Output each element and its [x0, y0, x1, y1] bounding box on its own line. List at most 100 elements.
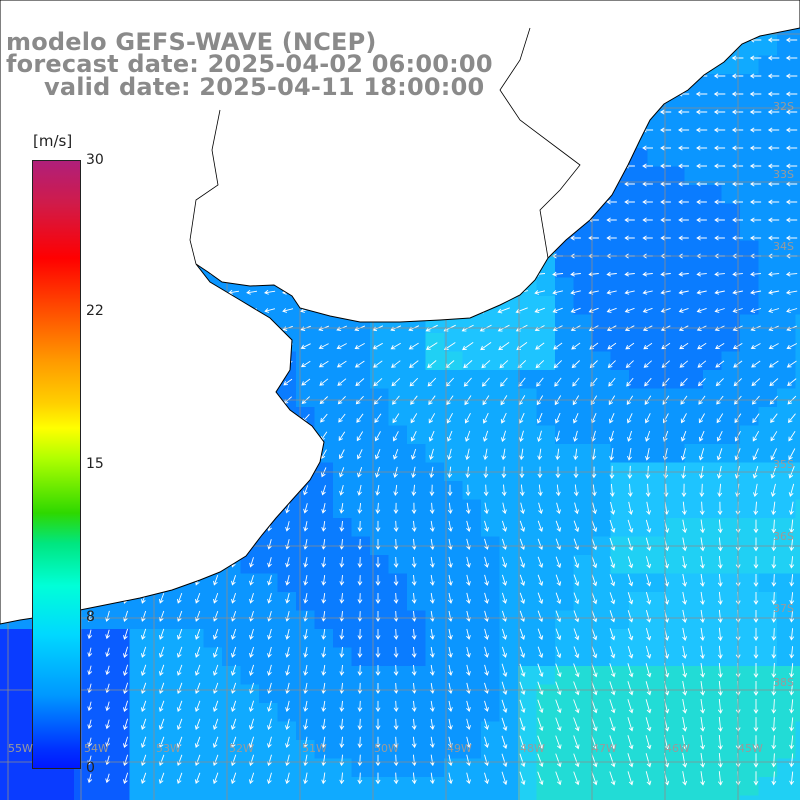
- field-cell: [796, 666, 800, 685]
- field-cell: [629, 740, 648, 759]
- field-cell: [111, 648, 130, 667]
- latitude-label: 38S: [764, 676, 794, 689]
- field-cell: [777, 555, 796, 574]
- field-cell: [740, 352, 759, 371]
- longitude-label: 45W: [738, 742, 763, 755]
- field-cell: [111, 796, 130, 801]
- field-cell: [740, 407, 759, 426]
- field-cell: [481, 444, 500, 463]
- field-cell: [130, 648, 149, 667]
- field-cell: [148, 666, 167, 685]
- field-cell: [204, 703, 223, 722]
- field-cell: [0, 648, 19, 667]
- field-cell: [629, 352, 648, 371]
- latitude-label: 33S: [764, 168, 794, 181]
- field-cell: [444, 500, 463, 519]
- field-cell: [481, 759, 500, 778]
- field-cell: [426, 407, 445, 426]
- field-cell: [740, 111, 759, 130]
- field-cell: [759, 759, 778, 778]
- longitude-label: 55W: [8, 742, 33, 755]
- field-cell: [481, 518, 500, 537]
- field-cell: [352, 777, 371, 796]
- field-cell: [389, 703, 408, 722]
- field-cell: [685, 444, 704, 463]
- field-cell: [352, 389, 371, 408]
- field-cell: [222, 592, 241, 611]
- field-cell: [204, 629, 223, 648]
- field-cell: [685, 703, 704, 722]
- field-cell: [611, 796, 630, 801]
- latitude-label: 36S: [764, 530, 794, 543]
- field-cell: [685, 167, 704, 186]
- field-cell: [666, 370, 685, 389]
- field-cell: [148, 685, 167, 704]
- field-cell: [777, 759, 796, 778]
- field-cell: [629, 333, 648, 352]
- field-cell: [555, 296, 574, 315]
- field-cell: [666, 759, 685, 778]
- field-cell: [740, 796, 759, 801]
- field-cell: [777, 777, 796, 796]
- field-cell: [389, 426, 408, 445]
- field-cell: [352, 796, 371, 801]
- field-cell: [444, 481, 463, 500]
- field-cell: [685, 130, 704, 149]
- field-cell: [611, 426, 630, 445]
- field-cell: [259, 796, 278, 801]
- field-cell: [666, 629, 685, 648]
- field-cell: [796, 167, 800, 186]
- field-cell: [185, 777, 204, 796]
- longitude-label: 54W: [84, 742, 109, 755]
- field-cell: [389, 685, 408, 704]
- field-cell: [426, 796, 445, 801]
- field-cell: [463, 777, 482, 796]
- field-cell: [426, 666, 445, 685]
- field-cell: [537, 333, 556, 352]
- field-cell: [796, 777, 800, 796]
- field-cell: [296, 685, 315, 704]
- field-cell: [666, 259, 685, 278]
- field-cell: [555, 759, 574, 778]
- field-cell: [481, 574, 500, 593]
- field-cell: [555, 370, 574, 389]
- field-cell: [278, 703, 297, 722]
- field-cell: [407, 796, 426, 801]
- field-cell: [315, 333, 334, 352]
- field-cell: [518, 352, 537, 371]
- field-cell: [537, 352, 556, 371]
- field-cell: [500, 592, 519, 611]
- field-cell: [574, 352, 593, 371]
- field-cell: [648, 185, 667, 204]
- field-cell: [333, 352, 352, 371]
- field-cell: [685, 407, 704, 426]
- field-cell: [666, 167, 685, 186]
- field-cell: [407, 481, 426, 500]
- field-cell: [444, 759, 463, 778]
- field-cell: [648, 426, 667, 445]
- field-cell: [463, 481, 482, 500]
- field-cell: [685, 93, 704, 112]
- field-cell: [130, 611, 149, 630]
- field-cell: [629, 407, 648, 426]
- field-cell: [333, 796, 352, 801]
- field-cell: [666, 518, 685, 537]
- field-cell: [537, 518, 556, 537]
- field-cell: [611, 703, 630, 722]
- field-cell: [740, 167, 759, 186]
- field-cell: [148, 759, 167, 778]
- field-cell: [481, 352, 500, 371]
- field-cell: [167, 666, 186, 685]
- field-cell: [407, 574, 426, 593]
- field-cell: [444, 555, 463, 574]
- field-cell: [796, 555, 800, 574]
- field-cell: [481, 648, 500, 667]
- field-cell: [352, 666, 371, 685]
- field-cell: [740, 370, 759, 389]
- field-cell: [444, 722, 463, 741]
- field-cell: [481, 666, 500, 685]
- field-cell: [352, 740, 371, 759]
- field-cell: [426, 592, 445, 611]
- valid-date: valid date: 2025-04-11 18:00:00: [44, 73, 484, 101]
- field-cell: [555, 352, 574, 371]
